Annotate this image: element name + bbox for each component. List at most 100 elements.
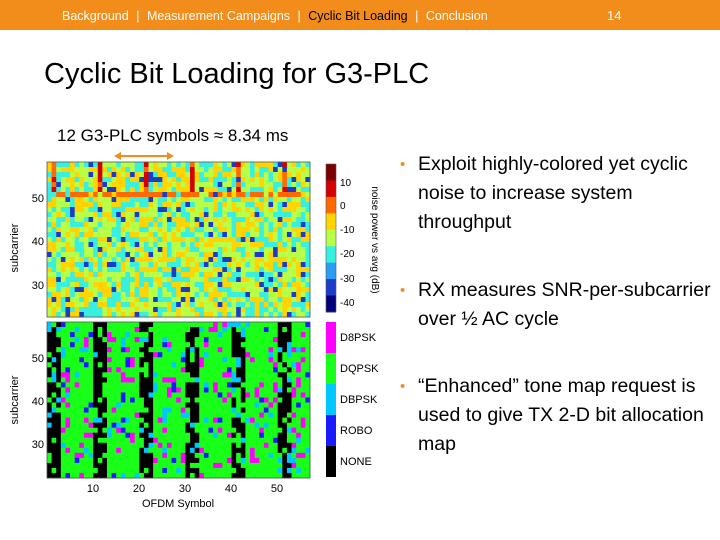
heatmap-cell bbox=[47, 302, 53, 308]
bitmap-cell bbox=[74, 447, 80, 454]
bitmap-cell bbox=[97, 342, 103, 348]
heatmap-cell bbox=[65, 272, 71, 278]
x-tick: 30 bbox=[179, 483, 191, 495]
heatmap-cell bbox=[217, 162, 223, 168]
bitmap-cell bbox=[88, 442, 94, 449]
nav-item-measurement-campaigns[interactable]: Measurement Campaigns bbox=[146, 9, 291, 23]
heatmap-cell bbox=[185, 262, 191, 268]
bitmap-cell bbox=[213, 472, 219, 479]
heatmap-cell bbox=[102, 257, 108, 263]
heatmap-cell bbox=[213, 242, 219, 248]
bitmap-cell bbox=[88, 362, 94, 368]
bitmap-cell bbox=[185, 447, 191, 454]
bitmap-cell bbox=[254, 322, 260, 328]
heatmap-cell bbox=[236, 207, 242, 213]
bitmap-cell bbox=[268, 397, 274, 403]
heatmap-cell bbox=[180, 277, 186, 283]
bitmap-cell bbox=[259, 447, 265, 454]
heatmap-cell bbox=[194, 312, 200, 318]
heatmap-cell bbox=[286, 227, 292, 233]
heatmap-cell bbox=[273, 312, 279, 318]
bitmap-cell bbox=[217, 407, 223, 413]
bitmap-cell bbox=[236, 422, 242, 429]
heatmap-cell bbox=[139, 282, 145, 288]
bitmap-cell bbox=[282, 472, 288, 479]
bitmap-cell bbox=[286, 452, 292, 459]
bitmap-cell bbox=[47, 467, 53, 474]
heatmap-cell bbox=[116, 202, 122, 208]
bitmap-cell bbox=[134, 382, 140, 388]
heatmap-cell bbox=[166, 217, 172, 223]
heatmap-cell bbox=[217, 202, 223, 208]
heatmap-cell bbox=[254, 182, 260, 188]
nav-item-conclusion[interactable]: Conclusion bbox=[425, 9, 488, 23]
heatmap-cell bbox=[254, 277, 260, 283]
bitmap-cell bbox=[88, 472, 94, 479]
heatmap-cell bbox=[286, 202, 292, 208]
heatmap-cell bbox=[296, 167, 302, 173]
heatmap-cell bbox=[213, 272, 219, 278]
bitmap-cell bbox=[176, 452, 182, 459]
bitmap-cell bbox=[102, 327, 108, 333]
bitmap-cell bbox=[226, 432, 232, 439]
heatmap-cell bbox=[139, 307, 145, 313]
heatmap-cell bbox=[185, 227, 191, 233]
bitmap-cell bbox=[226, 402, 232, 408]
heatmap-cell bbox=[226, 272, 232, 278]
bitmap-cell bbox=[70, 342, 76, 348]
bitmap-cell bbox=[148, 427, 154, 434]
bitmap-cell bbox=[157, 462, 163, 469]
nav-item-cyclic-bit-loading[interactable]: Cyclic Bit Loading bbox=[308, 9, 408, 23]
nav-item-background[interactable]: Background bbox=[62, 9, 129, 23]
heatmap-cell bbox=[56, 297, 62, 303]
heatmap-cell bbox=[97, 262, 103, 268]
heatmap-cell bbox=[83, 197, 89, 203]
heatmap-cell bbox=[56, 257, 62, 263]
bitmap-cell bbox=[203, 377, 209, 383]
heatmap-cell bbox=[231, 207, 237, 213]
bitmap-cell bbox=[185, 322, 191, 328]
heatmap-cell bbox=[70, 312, 76, 318]
heatmap-cell bbox=[97, 202, 103, 208]
heatmap-cell bbox=[93, 162, 99, 168]
heatmap-cell bbox=[65, 162, 71, 168]
bitmap-cell bbox=[245, 392, 251, 398]
heatmap-cell bbox=[222, 302, 228, 308]
bitmap-cell bbox=[250, 362, 256, 368]
bitmap-cell bbox=[83, 332, 89, 338]
bitmap-cell bbox=[162, 397, 168, 403]
bitmap-cell bbox=[116, 322, 122, 328]
heatmap-cell bbox=[116, 282, 122, 288]
heatmap-cell bbox=[259, 262, 265, 268]
bitmap-cell bbox=[157, 467, 163, 474]
heatmap-cell bbox=[143, 252, 149, 258]
heatmap-cell bbox=[199, 297, 205, 303]
bitmap-cell bbox=[116, 337, 122, 343]
heatmap-cell bbox=[171, 302, 177, 308]
bitmap-cell bbox=[171, 427, 177, 434]
heatmap-cell bbox=[153, 272, 159, 278]
bitmap-cell bbox=[51, 387, 57, 393]
bitmap-cell bbox=[70, 332, 76, 338]
bitmap-cell bbox=[226, 397, 232, 403]
bitmap-cell bbox=[143, 392, 149, 398]
heatmap-cell bbox=[286, 182, 292, 188]
heatmap-cell bbox=[143, 237, 149, 243]
bitmap-cell bbox=[47, 322, 53, 328]
bitmap-cell bbox=[185, 357, 191, 363]
heatmap-cell bbox=[236, 217, 242, 223]
heatmap-cell bbox=[162, 272, 168, 278]
bitmap-cell bbox=[208, 337, 214, 343]
bitmap-cell bbox=[254, 377, 260, 383]
bitmap-cell bbox=[217, 402, 223, 408]
heatmap-cell bbox=[65, 252, 71, 258]
heatmap-cell bbox=[273, 297, 279, 303]
bitmap-cell bbox=[180, 352, 186, 358]
bitmap-cell bbox=[83, 437, 89, 444]
bitmap-cell bbox=[139, 342, 145, 348]
bitmap-cell bbox=[116, 447, 122, 454]
bitmap-cell bbox=[231, 372, 237, 378]
bitmap-cell bbox=[162, 462, 168, 469]
heatmap-cell bbox=[254, 202, 260, 208]
heatmap-cell bbox=[185, 307, 191, 313]
